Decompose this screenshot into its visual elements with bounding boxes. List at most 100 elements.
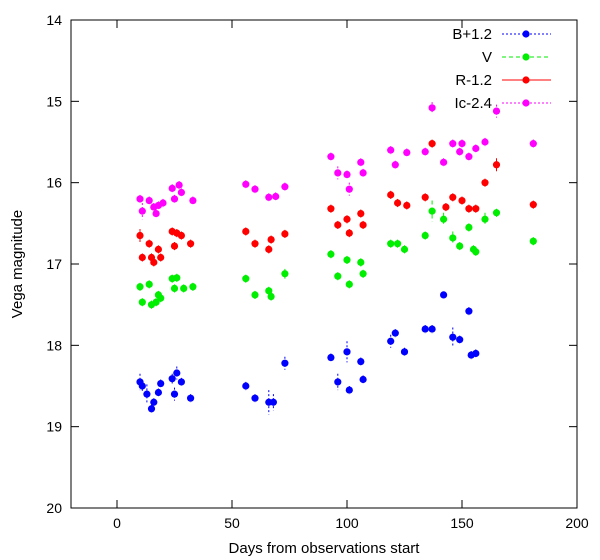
data-point-1-11 xyxy=(189,283,197,291)
x-tick-label-1: 50 xyxy=(224,515,240,531)
data-point-2-24 xyxy=(394,199,402,207)
data-point-1-28 xyxy=(440,215,448,223)
data-point-0-24 xyxy=(391,329,399,337)
y-tick-label-1: 15 xyxy=(46,93,62,109)
legend-label-3: Ic-2.4 xyxy=(454,95,492,112)
data-point-2-22 xyxy=(359,221,367,229)
data-point-1-30 xyxy=(456,242,464,250)
data-point-1-9 xyxy=(173,274,181,282)
data-point-2-11 xyxy=(187,240,195,248)
data-point-0-12 xyxy=(242,382,250,390)
data-point-0-23 xyxy=(387,337,395,345)
data-points xyxy=(136,104,537,413)
data-point-3-20 xyxy=(345,185,353,193)
data-point-0-11 xyxy=(187,394,195,402)
x-axis-ticks: 0 50 100 150 200 xyxy=(113,20,589,531)
data-point-0-22 xyxy=(359,375,367,384)
data-point-3-36 xyxy=(529,140,537,148)
data-point-1-35 xyxy=(492,209,501,217)
data-point-0-20 xyxy=(345,386,353,394)
data-point-3-15 xyxy=(272,192,280,201)
data-point-3-31 xyxy=(458,140,466,148)
legend-label-0: B+1.2 xyxy=(452,26,492,43)
y-tick-label-2: 16 xyxy=(46,175,62,191)
data-point-1-16 xyxy=(281,270,289,278)
data-point-2-23 xyxy=(387,191,395,199)
data-point-3-33 xyxy=(472,144,480,153)
data-point-3-29 xyxy=(449,140,457,148)
data-point-1-24 xyxy=(394,240,402,248)
data-point-3-13 xyxy=(251,185,259,193)
data-point-3-23 xyxy=(387,146,395,154)
data-point-0-19 xyxy=(343,348,351,356)
data-point-2-17 xyxy=(327,205,335,213)
data-point-1-19 xyxy=(343,256,351,264)
data-point-0-7 xyxy=(168,375,176,383)
legend-marker-2 xyxy=(522,76,530,84)
data-point-0-15 xyxy=(269,398,277,406)
data-point-3-17 xyxy=(327,153,335,161)
data-point-0-27 xyxy=(428,325,436,333)
data-point-0-13 xyxy=(251,394,259,402)
legend-marker-1 xyxy=(522,53,530,61)
data-point-0-30 xyxy=(456,336,464,344)
data-point-2-32 xyxy=(472,205,480,213)
data-point-3-34 xyxy=(481,138,489,146)
data-point-0-26 xyxy=(421,325,429,333)
data-point-2-27 xyxy=(428,140,436,148)
data-point-3-32 xyxy=(465,153,473,161)
data-point-2-6 xyxy=(157,253,165,262)
data-point-2-16 xyxy=(281,230,289,238)
data-point-0-28 xyxy=(440,291,448,299)
data-point-2-33 xyxy=(481,179,489,187)
data-point-2-29 xyxy=(449,193,457,201)
data-point-0-2 xyxy=(143,390,151,398)
data-point-2-28 xyxy=(442,203,450,211)
plot-frame xyxy=(70,19,578,509)
legend-label-2: R-1.2 xyxy=(455,72,492,89)
data-point-3-27 xyxy=(428,104,436,112)
data-point-3-19 xyxy=(343,170,351,179)
data-point-1-1 xyxy=(138,298,146,306)
data-point-3-22 xyxy=(359,169,367,177)
data-point-3-11 xyxy=(189,196,197,205)
data-point-1-4 xyxy=(152,298,160,306)
data-point-1-36 xyxy=(529,237,537,245)
data-point-3-25 xyxy=(403,148,411,157)
data-point-0-17 xyxy=(327,353,335,362)
data-point-3-28 xyxy=(440,158,448,166)
data-point-0-31 xyxy=(465,307,473,315)
data-point-2-12 xyxy=(242,227,250,236)
y-tick-label-4: 18 xyxy=(46,337,62,353)
data-point-3-14 xyxy=(265,193,273,201)
x-tick-label-4: 200 xyxy=(565,515,589,531)
data-point-2-2 xyxy=(145,240,153,248)
data-point-1-2 xyxy=(145,280,153,288)
data-point-2-31 xyxy=(465,205,473,213)
data-point-2-4 xyxy=(150,258,158,266)
data-point-2-8 xyxy=(170,242,179,250)
y-tick-label-0: 14 xyxy=(46,12,62,28)
data-point-3-8 xyxy=(170,195,179,203)
data-point-3-10 xyxy=(177,188,185,197)
data-point-3-26 xyxy=(421,148,429,156)
data-point-2-10 xyxy=(177,231,185,240)
data-point-0-29 xyxy=(449,333,457,341)
data-point-0-18 xyxy=(334,378,342,386)
data-point-3-4 xyxy=(152,209,160,218)
data-point-2-25 xyxy=(403,201,411,210)
data-point-1-17 xyxy=(327,250,335,258)
data-point-1-14 xyxy=(265,287,273,295)
data-point-0-6 xyxy=(157,379,165,388)
data-point-0-33 xyxy=(472,349,480,358)
data-point-3-1 xyxy=(138,207,146,215)
data-point-3-21 xyxy=(357,158,365,166)
data-point-2-26 xyxy=(421,193,429,201)
data-point-1-23 xyxy=(387,240,395,248)
data-point-0-3 xyxy=(147,405,156,413)
data-point-1-12 xyxy=(242,275,250,283)
data-point-2-21 xyxy=(357,209,365,218)
data-point-1-26 xyxy=(421,231,429,240)
data-point-2-18 xyxy=(334,221,342,229)
